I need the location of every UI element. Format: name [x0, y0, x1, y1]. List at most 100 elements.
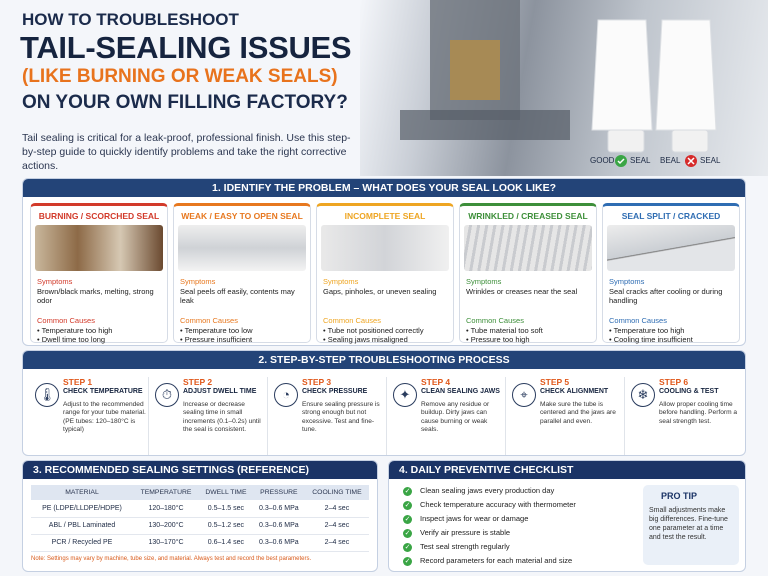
item-text: Verify air pressure is stable	[420, 528, 511, 537]
table-cell: 130–200°C	[133, 517, 199, 535]
step-text: Increase or decrease sealing time in sma…	[183, 401, 261, 434]
step-label: STEP 5	[540, 377, 570, 387]
table-cell: 120–180°C	[133, 500, 199, 518]
title: HOW TO TROUBLESHOOT	[22, 10, 239, 29]
step-icon: ✦	[393, 383, 417, 407]
table-cell: 0.3–0.6 MPa	[252, 500, 305, 518]
checklist-section: 4. DAILY PREVENTIVE CHECKLIST ✓ Clean sea…	[388, 460, 746, 572]
step-label: STEP 6	[659, 377, 689, 387]
table-cell: 130–170°C	[133, 534, 199, 552]
table-cell: 0.6–1.4 sec	[198, 534, 253, 552]
symptoms-label: Symptoms	[180, 277, 216, 286]
step-title: ADJUST DWELL TIME	[183, 388, 257, 395]
tip-text: Small adjustments make big differences. …	[649, 507, 728, 541]
symptoms-label: Symptoms	[466, 277, 502, 286]
table-row: PE (LDPE/LLDPE/HDPE) 120–180°C 0.5–1.5 sec…	[31, 500, 369, 518]
step: 🌡 STEP 1 CHECK TEMPERATURE Adjust to the re…	[29, 377, 147, 455]
causes-list: Temperature too lowPressure insufficient…	[180, 326, 304, 345]
symptoms-text: Wrinkles or creases near the seal	[466, 287, 578, 296]
settings-section: 3. RECOMMENDED SEALING SETTINGS (REFEREN…	[22, 460, 378, 572]
column-header: DWELL TIME	[198, 485, 253, 500]
cause: Dwell time too short	[180, 344, 304, 345]
column-header: COOLING TIME	[304, 485, 369, 500]
step-text: Allow proper cooling time before handlin…	[659, 401, 738, 425]
table-cell: PCR / Recycled PE	[31, 534, 134, 552]
causes-list: Tube not positioned correctlySealing jaw…	[323, 326, 447, 345]
causes-list: Tube material too softPressure too highJ…	[466, 326, 590, 345]
table-row: PCR / Recycled PE 130–170°C 0.6–1.4 sec 0.3…	[31, 534, 369, 552]
step-label: STEP 2	[183, 377, 213, 387]
cause: Dirty sealing jaws	[37, 344, 161, 345]
cause: Sealing jaws misaligned	[323, 335, 447, 344]
checklist-item: ✓ Verify air pressure is stable	[403, 528, 510, 538]
pro-tip: PRO TIP Small adjustments make big differ…	[643, 485, 739, 565]
cause: Cooling time insufficient	[609, 335, 733, 344]
seal-image	[464, 225, 592, 271]
item-text: Clean sealing jaws every production day	[420, 486, 555, 495]
causes-label: Common Causes	[37, 316, 95, 325]
good-label: GOOD	[590, 156, 615, 165]
settings-table: MATERIAL TEMPERATURE DWELL TIME PRESSURE COO…	[31, 485, 369, 552]
cause: Pressure insufficient	[180, 335, 304, 344]
table-cell: 0.3–0.6 MPa	[252, 517, 305, 535]
seal-image	[321, 225, 449, 271]
step-label: STEP 1	[63, 377, 93, 387]
table-cell: 2–4 sec	[304, 500, 369, 518]
section-title: 1. IDENTIFY THE PROBLEM – WHAT DOES YOUR…	[23, 179, 745, 197]
card-title: WEAK / EASY TO OPEN SEAL	[181, 211, 303, 221]
step: ⏱ STEP 2 ADJUST DWELL TIME Increase or decr…	[148, 377, 266, 455]
causes-label: Common Causes	[466, 316, 524, 325]
table-cell: 2–4 sec	[304, 534, 369, 552]
table-cell: 0.5–1.5 sec	[198, 500, 253, 518]
header-row: MATERIAL TEMPERATURE DWELL TIME PRESSURE COO…	[31, 485, 369, 500]
checklist-item: ✓ Test seal strength regularly	[403, 542, 510, 552]
section-title: 2. STEP-BY-STEP TROUBLESHOOTING PROCESS	[23, 351, 745, 369]
step-title: CLEAN SEALING JAWS	[421, 388, 500, 395]
problem-card: WEAK / EASY TO OPEN SEAL Symptoms Seal pee…	[173, 203, 311, 345]
step-text: Adjust to the recommended range for your…	[63, 401, 146, 434]
card-title: INCOMPLETE SEAL	[344, 211, 426, 221]
symptoms-text: Gaps, pinholes, or uneven sealing	[323, 287, 437, 296]
check-icon: ✓	[403, 501, 412, 510]
causes-list: Temperature too highDwell time too longD…	[37, 326, 161, 345]
problem-card: SEAL SPLIT / CRACKED Symptoms Seal cracks …	[602, 203, 740, 345]
card-title: BURNING / SCORCHED SEAL	[38, 211, 160, 221]
note: Note: Settings may vary by machine, tube…	[31, 555, 312, 562]
cause: Pressure uneven	[323, 344, 447, 345]
problem-card: WRINKLED / CREASED SEAL Symptoms Wrinkles …	[459, 203, 597, 345]
good-seal: SEAL	[630, 156, 651, 165]
cause: Tube not positioned correctly	[323, 326, 447, 335]
check-icon: ✓	[403, 515, 412, 524]
causes-label: Common Causes	[323, 316, 381, 325]
step: ◔ STEP 3 CHECK PRESSURE Ensure sealing pres…	[267, 377, 385, 455]
cause: Temperature too high	[609, 326, 733, 335]
step-text: Remove any residue or buildup. Dirty jaw…	[421, 401, 490, 434]
problem-card: BURNING / SCORCHED SEAL Symptoms Brown/bla…	[30, 203, 168, 345]
section-title: 4. DAILY PREVENTIVE CHECKLIST	[389, 461, 745, 479]
check-icon: ✓	[403, 487, 412, 496]
symptoms-text: Seal cracks after cooling or during hand…	[609, 287, 723, 305]
table-cell: 0.5–1.2 sec	[198, 517, 253, 535]
item-text: Record parameters for each material and …	[420, 556, 573, 565]
item-text: Inspect jaws for wear or damage	[420, 514, 529, 523]
column-header: TEMPERATURE	[133, 485, 199, 500]
symptoms-text: Seal peels off easily, contents may leak	[180, 287, 295, 305]
cause: Material not compatible	[609, 344, 733, 345]
cause: Jaws not clean or worn	[466, 344, 590, 345]
section-title: 3. RECOMMENDED SEALING SETTINGS (REFEREN…	[23, 461, 377, 479]
step: ❄ STEP 6 COOLING & TEST Allow proper coolin…	[624, 377, 742, 455]
bad-seal: SEAL	[700, 156, 721, 165]
causes-label: Common Causes	[180, 316, 238, 325]
intro: Tail sealing is critical for a leak-proo…	[22, 132, 351, 172]
step-title: CHECK ALIGNMENT	[540, 388, 609, 395]
seal-image	[607, 225, 735, 271]
step-text: Ensure sealing pressure is strong enough…	[302, 401, 380, 434]
checklist-item: ✓ Clean sealing jaws every production day	[403, 486, 554, 496]
seal-image	[35, 225, 163, 271]
causes-label: Common Causes	[609, 316, 667, 325]
item-text: Check temperature accuracy with thermome…	[420, 500, 576, 509]
cause: Pressure too high	[466, 335, 590, 344]
symptoms-label: Symptoms	[37, 277, 73, 286]
step-icon: ◔	[274, 383, 298, 407]
